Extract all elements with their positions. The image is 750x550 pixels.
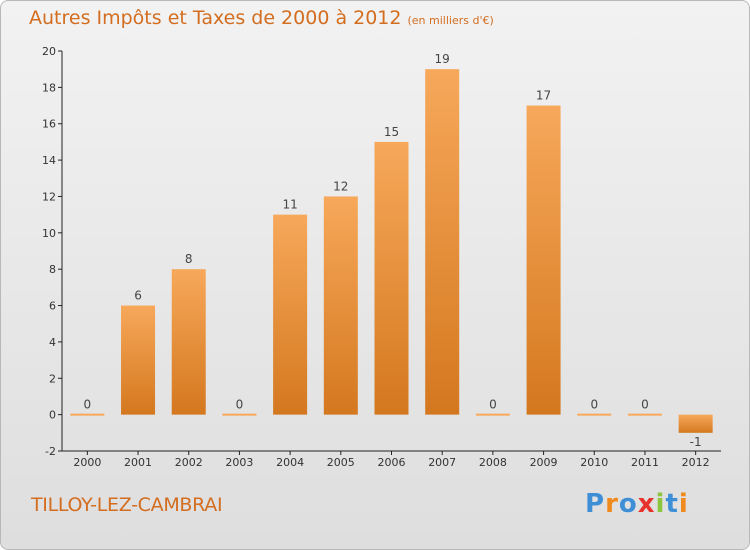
data-label: 0 <box>489 398 497 412</box>
x-tick-label: 2006 <box>378 456 406 469</box>
bar <box>374 141 409 415</box>
x-tick-label: 2003 <box>225 456 253 469</box>
bar <box>70 413 105 416</box>
bar <box>627 413 662 416</box>
bar <box>121 305 156 415</box>
chart-subtitle: (en milliers d'€) <box>407 14 494 27</box>
y-tick-label: 18 <box>42 81 56 94</box>
bar <box>475 413 510 416</box>
y-tick-label: 6 <box>49 300 56 313</box>
data-label: 17 <box>536 89 551 103</box>
data-label: 11 <box>282 198 297 212</box>
y-tick-label: 2 <box>49 372 56 385</box>
y-tick-label: 10 <box>42 227 56 240</box>
proxiti-logo: Proxiti <box>585 489 689 519</box>
x-tick-label: 2009 <box>530 456 558 469</box>
data-label: 0 <box>641 398 649 412</box>
bar <box>273 214 308 415</box>
bar <box>577 413 612 416</box>
data-label: -1 <box>690 435 702 449</box>
bar <box>171 269 206 415</box>
x-tick-label: 2000 <box>73 456 101 469</box>
bar <box>425 69 460 415</box>
y-tick-label: 0 <box>49 409 56 422</box>
y-tick-label: 4 <box>49 336 56 349</box>
x-tick-label: 2007 <box>428 456 456 469</box>
data-label: 0 <box>84 398 92 412</box>
data-label: 6 <box>134 289 142 303</box>
x-tick-label: 2001 <box>124 456 152 469</box>
data-label: 19 <box>435 52 450 66</box>
commune-name: TILLOY-LEZ-CAMBRAI <box>31 494 223 516</box>
chart-title: Autres Impôts et Taxes de 2000 à 2012 (en… <box>29 7 494 29</box>
x-tick-label: 2004 <box>276 456 304 469</box>
bar <box>678 414 713 433</box>
bar <box>222 413 257 416</box>
data-label: 0 <box>236 398 244 412</box>
data-label: 15 <box>384 125 399 139</box>
x-tick-label: 2008 <box>479 456 507 469</box>
data-label: 8 <box>185 252 193 266</box>
y-tick-label: 8 <box>49 263 56 276</box>
data-label: 12 <box>333 179 348 193</box>
y-tick-label: 14 <box>42 154 56 167</box>
x-tick-label: 2005 <box>327 456 355 469</box>
y-tick-label: -2 <box>45 445 56 458</box>
chart-title-text: Autres Impôts et Taxes de 2000 à 2012 <box>29 7 402 29</box>
x-tick-label: 2002 <box>175 456 203 469</box>
y-tick-label: 20 <box>42 45 56 58</box>
y-tick-label: 12 <box>42 190 56 203</box>
x-tick-label: 2012 <box>682 456 710 469</box>
x-tick-label: 2010 <box>580 456 608 469</box>
bar <box>526 105 561 415</box>
y-tick-label: 16 <box>42 118 56 131</box>
x-tick-label: 2011 <box>631 456 659 469</box>
data-label: 0 <box>590 398 598 412</box>
bar <box>323 196 358 415</box>
